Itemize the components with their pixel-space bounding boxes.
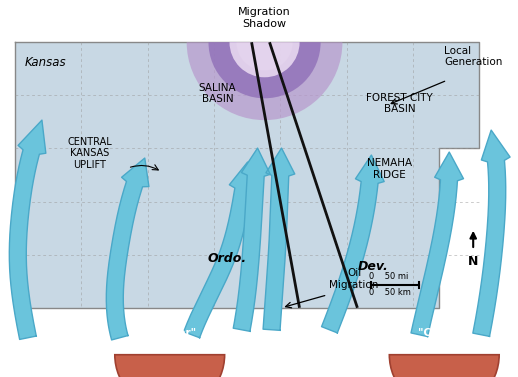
Wedge shape bbox=[186, 42, 342, 120]
Text: Kansas: Kansas bbox=[25, 56, 67, 69]
Text: Oil
Migration: Oil Migration bbox=[329, 268, 379, 290]
Text: Ordo.: Ordo. bbox=[208, 252, 247, 265]
Polygon shape bbox=[322, 155, 384, 333]
Text: Dev.: Dev. bbox=[357, 260, 388, 273]
Text: NEMAHA
RIDGE: NEMAHA RIDGE bbox=[367, 158, 412, 180]
Polygon shape bbox=[9, 120, 46, 339]
Polygon shape bbox=[15, 42, 479, 308]
Wedge shape bbox=[229, 42, 299, 77]
Text: FOREST CITY
BASIN: FOREST CITY BASIN bbox=[366, 92, 433, 114]
Text: CENTRAL
KANSAS
UPLIFT: CENTRAL KANSAS UPLIFT bbox=[67, 137, 112, 170]
Wedge shape bbox=[115, 355, 225, 377]
Text: Local
Generation: Local Generation bbox=[444, 46, 502, 67]
Polygon shape bbox=[411, 152, 464, 337]
Wedge shape bbox=[208, 42, 321, 98]
Polygon shape bbox=[233, 148, 270, 331]
Polygon shape bbox=[106, 158, 149, 340]
Text: N: N bbox=[468, 255, 479, 268]
Text: "Cooker": "Cooker" bbox=[418, 328, 470, 338]
Text: 0    50 km: 0 50 km bbox=[369, 288, 411, 297]
Polygon shape bbox=[184, 162, 258, 338]
Wedge shape bbox=[390, 355, 499, 377]
Text: "Cooker": "Cooker" bbox=[143, 328, 196, 338]
Polygon shape bbox=[473, 130, 510, 336]
Text: SALINA
BASIN: SALINA BASIN bbox=[199, 83, 236, 104]
Text: 0    50 mi: 0 50 mi bbox=[369, 272, 409, 281]
Text: Shadow: Shadow bbox=[242, 19, 286, 29]
Text: Migration: Migration bbox=[238, 7, 291, 17]
Polygon shape bbox=[263, 148, 295, 330]
